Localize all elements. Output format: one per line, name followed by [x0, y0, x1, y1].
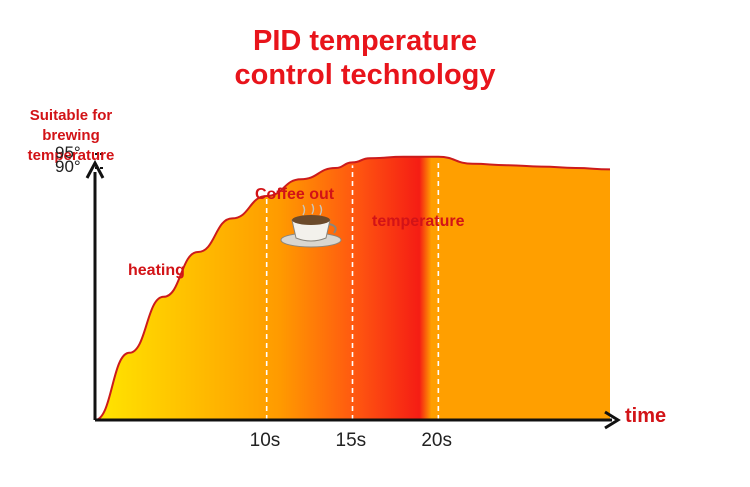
chart-subtitle: control technology	[234, 59, 496, 91]
x-tick-label: 15s	[335, 430, 367, 451]
annotation-heating: heating	[128, 262, 185, 279]
annotation-coffee-out: Coffee out	[255, 186, 335, 203]
coffee-cup-icon	[280, 203, 342, 248]
annotation-temperature: temperature	[372, 213, 465, 230]
chart-title: PID temperature	[252, 25, 477, 57]
axes	[85, 159, 621, 430]
y-axis-arrow	[85, 159, 105, 179]
y-axis-label: Suitable for brewing temperature	[27, 107, 115, 164]
y-tick-label: 95°	[55, 143, 81, 162]
temperature-curve	[94, 155, 611, 421]
x-axis-label: time	[625, 405, 667, 427]
y-tick-label: 90°	[55, 157, 81, 176]
x-tick-label: 20s	[421, 430, 452, 451]
x-tick-label: 10s	[249, 430, 281, 451]
x-axis-arrow	[604, 410, 621, 430]
